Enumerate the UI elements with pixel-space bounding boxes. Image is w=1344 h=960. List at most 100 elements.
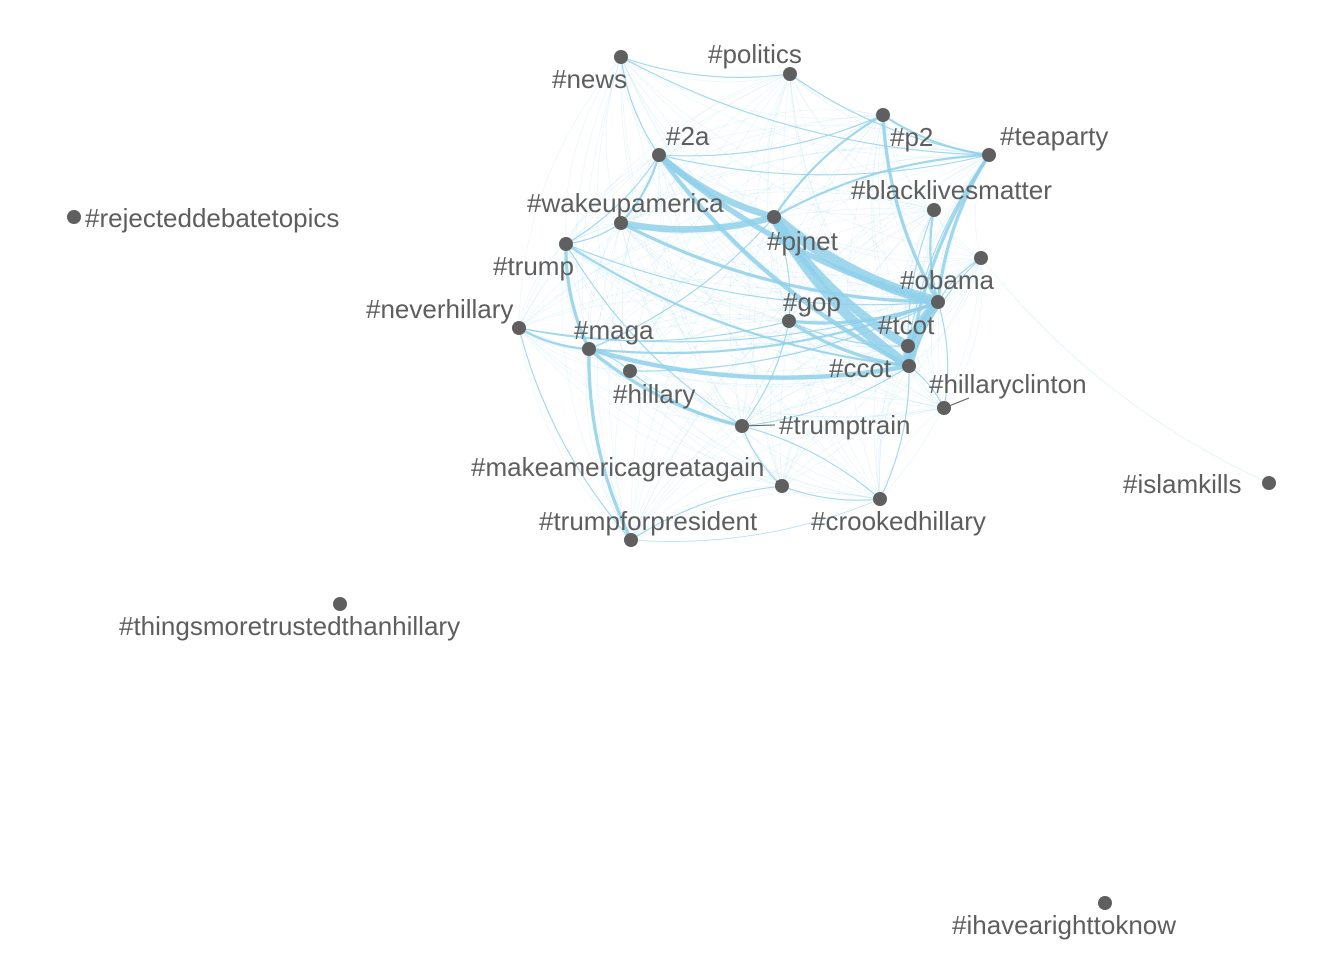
edge-background-obama-makeamericagreatagain [781, 301, 939, 487]
edge-background-maga-makeamericagreatagain [588, 348, 783, 487]
edge-2a-teaparty [658, 154, 990, 176]
edge-background-2a-hillaryclinton [658, 154, 945, 409]
edge-background-gop-maga [588, 314, 790, 350]
node-hillaryclinton [937, 401, 951, 415]
edge-background-news-neverhillary [518, 56, 622, 329]
edge-maga-pjnet [588, 216, 775, 350]
edge-background-blacklivesmatter-trump [565, 191, 935, 245]
edge-background-2a-ccot [658, 154, 910, 367]
edge-background-politics-teaparty [789, 73, 990, 156]
node-label-trumptrain: #trumptrain [779, 410, 911, 440]
labels-layer: #news #politics #p2 #teaparty #2a #blacklives… [85, 39, 1241, 940]
edge-neverhillary-trumpforpresident [518, 327, 632, 541]
edge-background-gop-neverhillary [518, 299, 790, 329]
edge-background-2a-crookedhillary [658, 154, 881, 500]
edge-background-news-maga [576, 56, 622, 350]
edge-makeamericagreatagain-trumpforpresident [630, 485, 783, 541]
edge-background-maga-trumptrain [588, 348, 743, 427]
edge-background-teaparty-unlabeled [975, 154, 990, 259]
node-label-pjnet: #pjnet [767, 226, 839, 256]
edge-background-2a-neverhillary [518, 154, 660, 329]
edge-trump-ccot [564, 242, 911, 368]
edge-background-politics-obama [789, 73, 939, 303]
edge-wakeupamerica-obama [619, 221, 940, 304]
edge-background-politics-makeamericagreatagain [748, 73, 791, 487]
node-trump [559, 237, 573, 251]
edge-background-pjnet-trump [565, 209, 775, 245]
edge-makeamericagreatagain-crookedhillary [781, 485, 881, 501]
node-label-2a: #2a [666, 121, 710, 151]
node-label-tcot: #tcot [878, 310, 935, 340]
edge-wakeupamerica-2a [619, 153, 661, 225]
node-ihavearighttoknow [1098, 896, 1112, 910]
edge-background-hillaryclinton-crookedhillary [879, 407, 945, 500]
edge-background-blacklivesmatter-pjnet [773, 198, 935, 218]
edge-background-ccot-trumptrain [741, 365, 910, 427]
node-trumpforpresident [624, 533, 638, 547]
edge-background-gop-hillaryclinton [788, 320, 945, 409]
node-rejecteddebatetopics [67, 210, 81, 224]
edge-news-politics [620, 56, 791, 78]
node-label-neverhillary: #neverhillary [366, 294, 513, 324]
edge-hillaryclinton-obama [937, 301, 949, 409]
edge-background-p2-hillary [629, 114, 884, 372]
edge-background-teaparty-2a [658, 125, 990, 156]
edge-background-trump-ccot [565, 243, 910, 367]
edge-background-wakeupamerica-neverhillary [518, 222, 622, 329]
node-neverhillary [512, 321, 526, 335]
edge-2a-p2 [658, 114, 884, 157]
edge-background-ccot-crookedhillary [877, 365, 910, 500]
node-unlabeled [974, 251, 988, 265]
edge-hillary-trumptrain [629, 370, 743, 427]
edge-background-neverhillary-crookedhillary [518, 327, 881, 500]
edge-background-gop-unlabeled [788, 257, 982, 322]
node-label-trumpforpresident: #trumpforpresident [539, 506, 758, 536]
edge-gop-tcot [788, 320, 909, 347]
node-label-news: #news [552, 64, 627, 94]
edge-teaparty-tcot [907, 154, 990, 347]
edge-background-ccot-hillary [629, 343, 910, 372]
node-hillary [623, 364, 637, 378]
edge-background-gop-trumpforpresident [630, 320, 790, 541]
edge-unlabeled-islamkills [980, 257, 1270, 484]
edge-background-hillary-crookedhillary [629, 370, 881, 500]
edge-background-obama-trumptrain [741, 301, 939, 427]
edge-maga-obama [587, 300, 940, 355]
edge-background-crookedhillary-trumpforpresident [630, 492, 881, 541]
edge-background-politics-neverhillary [518, 73, 791, 329]
edge-background-pjnet-gop [770, 216, 790, 322]
edge-background-blacklivesmatter-maga [588, 209, 935, 350]
edge-crookedhillary-trumptrain [741, 425, 881, 500]
node-obama [931, 295, 945, 309]
edge-crookedhillary-ccot [879, 365, 910, 500]
node-label-thingsmoretrustedthanhillary: #thingsmoretrustedthanhillary [119, 611, 460, 641]
edge-background-wakeupamerica-gop [620, 222, 790, 322]
edge-news-teaparty [620, 56, 990, 156]
node-2a [652, 148, 666, 162]
node-p2 [876, 108, 890, 122]
node-label-crookedhillary: #crookedhillary [811, 506, 986, 536]
edge-background-maga-trumpforpresident [586, 348, 632, 541]
node-label-wakeupamerica: #wakeupamerica [527, 188, 724, 218]
edge-background-teaparty-blacklivesmatter [933, 154, 990, 211]
edge-background-politics-gop [767, 73, 791, 322]
edge-background-news-hillaryclinton [620, 56, 945, 409]
edge-background-2a-wakeupamerica [620, 154, 660, 224]
edge-background-politics-pjnet [767, 73, 791, 218]
edge-background-trumptrain-unlabeled [741, 257, 982, 427]
edge-background-news-pjnet [620, 56, 775, 218]
edge-background-p2-wakeupamerica [620, 114, 884, 224]
edge-trump-obama [565, 243, 939, 306]
edge-background-teaparty-neverhillary [518, 154, 990, 329]
edge-trump-2a [565, 154, 660, 245]
edge-background-wakeupamerica-maga [587, 222, 622, 350]
edge-background-trumpforpresident-unlabeled [630, 257, 982, 541]
edge-background-news-wakeupamerica [605, 56, 622, 224]
edge-background-p2-trump [565, 114, 884, 245]
edge-trumpforpresident-crookedhillary [630, 498, 881, 542]
edge-background-news-blacklivesmatter [620, 56, 935, 211]
edge-background-2a-trumpforpresident [608, 154, 660, 541]
edge-background-wakeupamerica-ccot [620, 222, 910, 367]
edge-background-politics-blacklivesmatter [789, 73, 935, 211]
